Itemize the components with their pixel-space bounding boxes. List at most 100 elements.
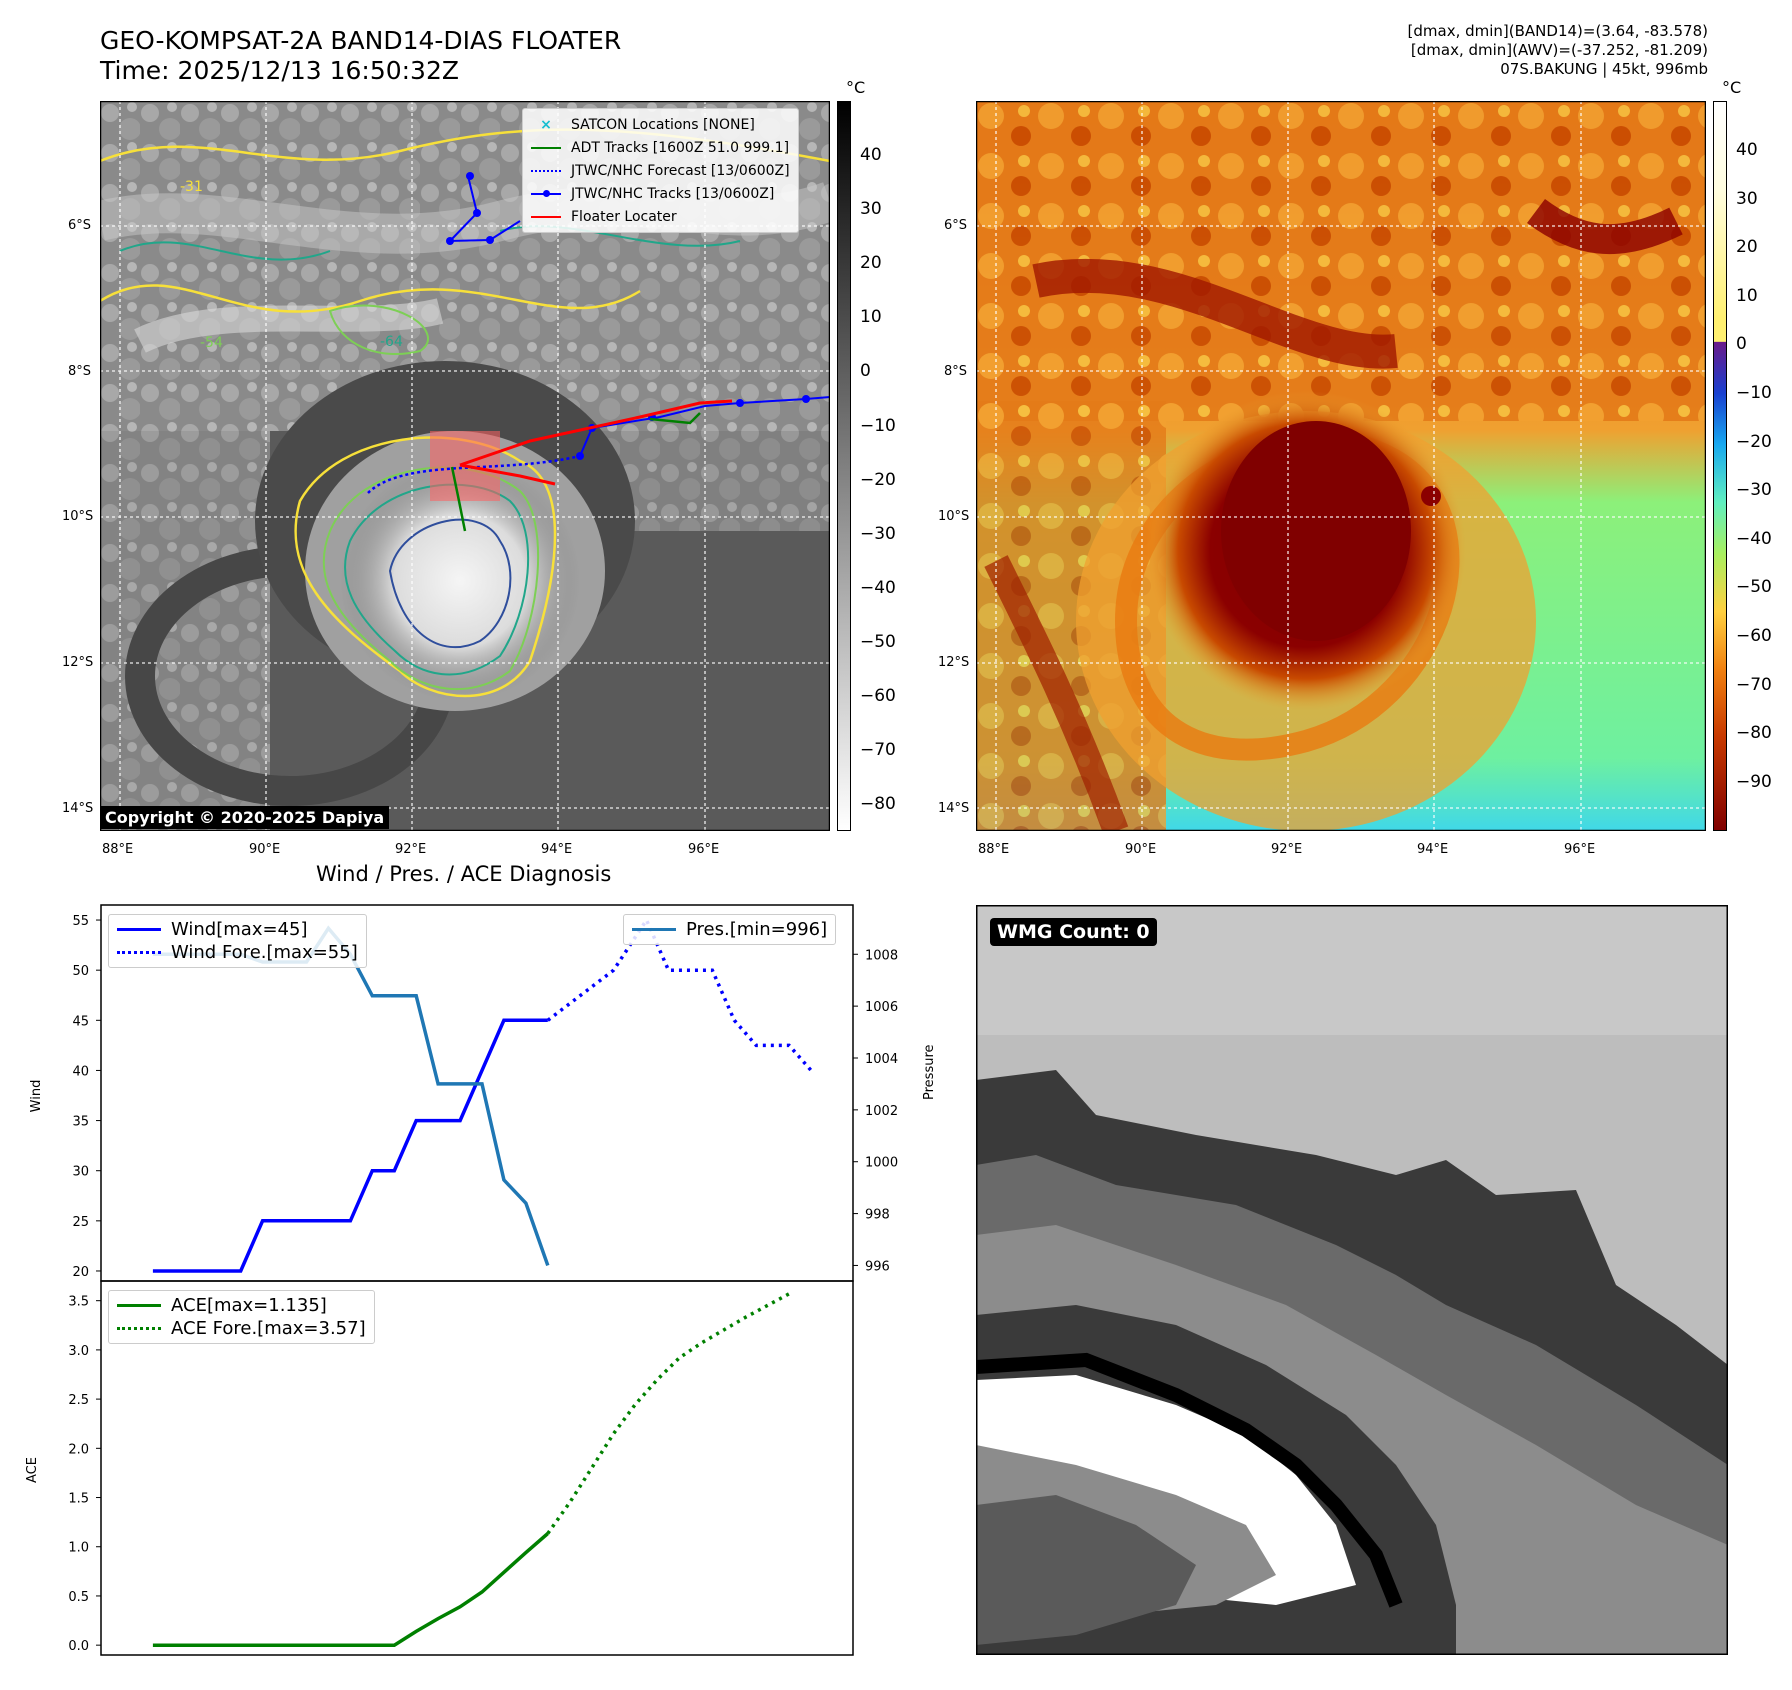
awv-colorbar-tick: −40 xyxy=(1736,528,1772,549)
awv-colorbar-tick: 40 xyxy=(1736,140,1758,160)
ace-tick-label: 0.0 xyxy=(68,1639,89,1654)
wind-tick-label: 50 xyxy=(72,964,89,979)
wind-axis-label: Wind xyxy=(29,1080,44,1113)
pressure-tick-label: 1002 xyxy=(865,1104,898,1119)
wind-axis: 55 50 45 40 35 30 25 20 xyxy=(72,914,101,1280)
ir-lat-label: 6°S xyxy=(68,218,92,233)
ir-colorbar-tick: 40 xyxy=(860,145,882,165)
ace-tick-label: 1.5 xyxy=(68,1492,89,1507)
ir-lon-label: 96°E xyxy=(688,842,720,857)
legend-ace: ACE[max=1.135] xyxy=(117,1294,366,1317)
wind-forecast-line xyxy=(546,916,813,1072)
ace-series-line xyxy=(152,1532,549,1647)
ir-colorbar-tick: −10 xyxy=(860,415,896,436)
ir-colorbar-tick: −60 xyxy=(860,686,896,706)
ir-colorbar-tick: 30 xyxy=(860,199,882,220)
legend-swatch xyxy=(531,189,561,197)
x-marker-icon: × xyxy=(540,116,552,133)
ace-tick-label: 3.5 xyxy=(68,1295,89,1310)
legend-floater: Floater Locater xyxy=(531,205,790,228)
legend-swatch xyxy=(531,146,561,149)
ace-tick-label: 1.0 xyxy=(68,1541,89,1556)
legend-swatch xyxy=(117,951,161,954)
ir-colorbar-tick: 0 xyxy=(860,361,871,382)
awv-colorbar-tick: −60 xyxy=(1736,626,1772,646)
ace-tick-label: 2.5 xyxy=(68,1393,89,1408)
ace-axis-label: ACE xyxy=(25,1457,40,1483)
ir-lon-label: 92°E xyxy=(395,842,427,857)
wind-tick-label: 30 xyxy=(72,1165,89,1180)
awv-colorbar-tick: −30 xyxy=(1736,480,1772,501)
awv-lon-label: 88°E xyxy=(978,842,1010,857)
awv-map-panel xyxy=(976,101,1706,831)
awv-lat-label: 14°S xyxy=(938,801,970,816)
ir-colorbar-unit: °C xyxy=(846,78,866,97)
awv-colorbar-tick: −90 xyxy=(1736,771,1772,792)
ir-lon-label: 90°E xyxy=(249,842,281,857)
jtwc-forecast-track xyxy=(367,454,581,494)
contour-label-31: -31 xyxy=(180,179,203,195)
ace-axis: 3.5 3.0 2.5 2.0 1.5 1.0 0.5 0.0 xyxy=(68,1295,101,1654)
wind-legend: Wind[max=45] Wind Fore.[max=55] xyxy=(108,914,367,968)
awv-colorbar-tick: −50 xyxy=(1736,577,1772,598)
pressure-tick-label: 1000 xyxy=(865,1156,898,1171)
ace-tick-label: 3.0 xyxy=(68,1344,89,1359)
awv-colorbar-tick: −10 xyxy=(1736,383,1772,403)
awv-colorbar-tick: 0 xyxy=(1736,334,1747,355)
legend-jtwc-tracks: JTWC/NHC Tracks [13/0600Z] xyxy=(531,182,790,205)
legend-swatch xyxy=(117,928,161,931)
ir-lon-label: 88°E xyxy=(102,842,134,857)
wind-tick-label: 35 xyxy=(72,1115,89,1130)
copyright-badge: Copyright © 2020-2025 Dapiya xyxy=(100,806,390,829)
ir-lat-label: 14°S xyxy=(62,801,94,816)
jtwc-track-north xyxy=(447,175,521,243)
legend-wind-fore: Wind Fore.[max=55] xyxy=(117,941,358,964)
pressure-tick-label: 1006 xyxy=(865,1000,898,1015)
stat-storm: 07S.BAKUNG | 45kt, 996mb xyxy=(1500,60,1708,78)
pressure-tick-label: 1008 xyxy=(865,948,898,963)
contour-label-54: -54 xyxy=(200,335,223,351)
wind-tick-label: 40 xyxy=(72,1064,89,1079)
pressure-axis: 1008 1006 1004 1002 1000 998 996 xyxy=(853,948,898,1274)
awv-lat-label: 8°S xyxy=(944,364,968,379)
ace-forecast-line xyxy=(546,1292,790,1535)
ir-colorbar-tick: 10 xyxy=(860,307,882,328)
adt-track xyxy=(450,412,701,532)
ir-colorbar-tick: −80 xyxy=(860,794,896,815)
contour-label-64: -64 xyxy=(380,334,403,350)
ir-lat-label: 10°S xyxy=(62,509,94,524)
awv-lon-label: 92°E xyxy=(1271,842,1303,857)
legend-adt: ADT Tracks [1600Z 51.0 999.1] xyxy=(531,136,790,159)
title-line-1: GEO-KOMPSAT-2A BAND14-DIAS FLOATER xyxy=(100,26,622,55)
legend-jtwc-forecast: JTWC/NHC Forecast [13/0600Z] xyxy=(531,159,790,182)
legend-wind: Wind[max=45] xyxy=(117,918,358,941)
ace-tick-label: 2.0 xyxy=(68,1442,89,1457)
wmg-count-badge: WMG Count: 0 xyxy=(990,918,1157,946)
diagnosis-chart: 55 50 45 40 35 30 25 20 1008 1006 1004 1002 1000 998… xyxy=(25,904,898,1656)
legend-swatch xyxy=(117,1327,161,1330)
awv-colorbar-tick: 30 xyxy=(1736,188,1758,209)
figure-title: GEO-KOMPSAT-2A BAND14-DIAS FLOATER Time:… xyxy=(100,26,621,86)
wind-tick-label: 20 xyxy=(72,1265,89,1280)
ir-lon-label: 94°E xyxy=(541,842,573,857)
wind-series-line xyxy=(152,1018,548,1273)
awv-colorbar-tick: −20 xyxy=(1736,431,1772,452)
awv-colorbar xyxy=(1713,101,1727,831)
wind-tick-label: 55 xyxy=(72,914,89,929)
legend-swatch xyxy=(117,1304,161,1307)
legend-satcon: × SATCON Locations [NONE] xyxy=(531,113,790,136)
ir-lat-label: 12°S xyxy=(62,655,94,670)
ir-colorbar-tick: −20 xyxy=(860,469,896,490)
awv-colorbar-tick: −80 xyxy=(1736,723,1772,744)
legend-ace-fore: ACE Fore.[max=3.57] xyxy=(117,1317,366,1340)
diagnosis-title: Wind / Pres. / ACE Diagnosis xyxy=(316,862,612,886)
awv-colorbar-tick: −70 xyxy=(1736,674,1772,695)
pressure-series-line xyxy=(152,925,550,1266)
awv-lon-label: 90°E xyxy=(1125,842,1157,857)
awv-lat-label: 10°S xyxy=(938,509,970,524)
awv-lat-label: 12°S xyxy=(938,655,970,670)
ir-colorbar-tick: −70 xyxy=(860,740,896,761)
awv-colorbar-tick: 20 xyxy=(1736,237,1758,258)
ir-lat-label: 8°S xyxy=(68,364,92,379)
awv-lat-label: 6°S xyxy=(944,218,968,233)
